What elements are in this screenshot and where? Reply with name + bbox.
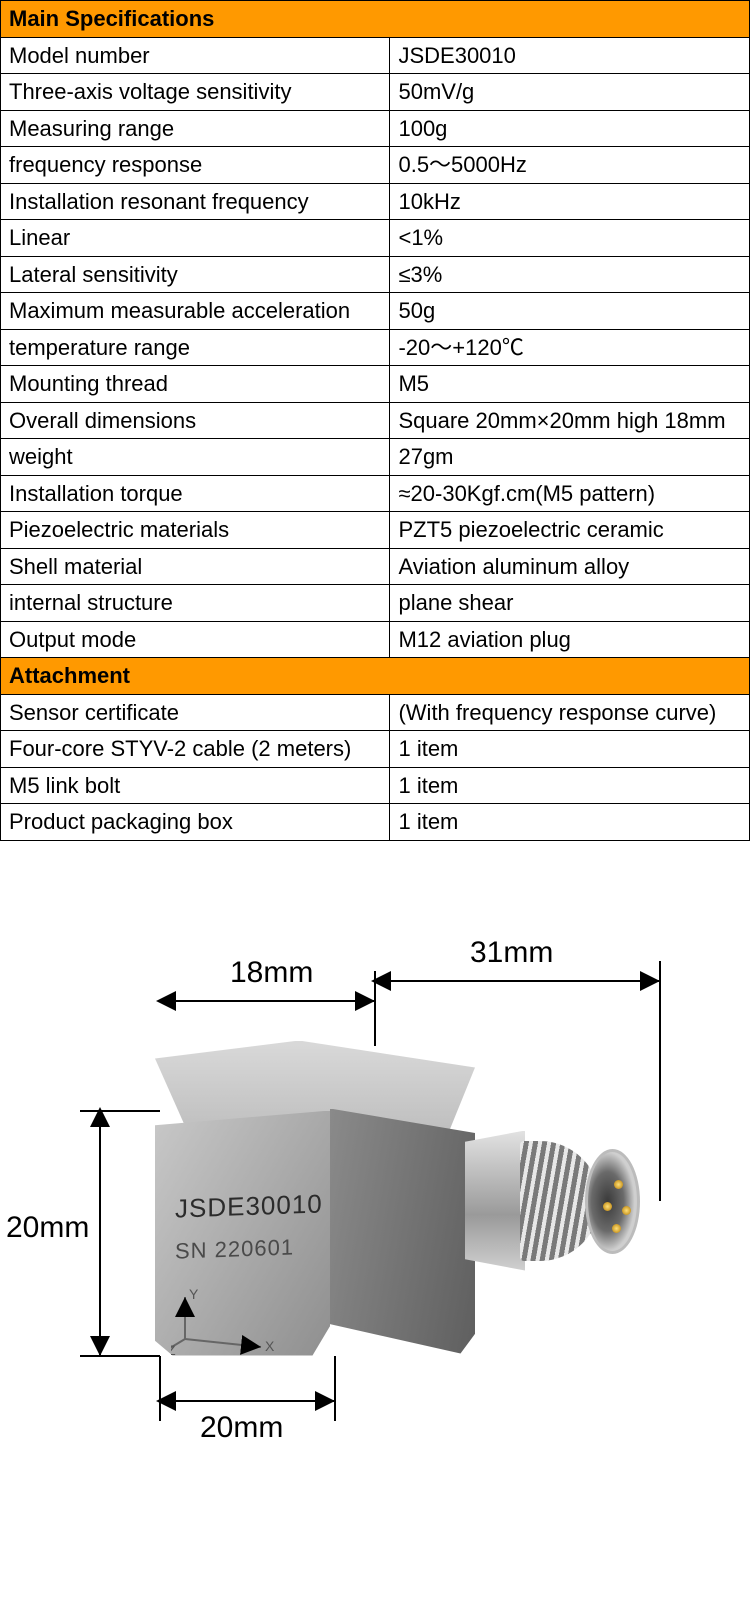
section-title: Main Specifications: [1, 1, 750, 38]
table-row: frequency response0.5～5000Hz: [1, 147, 750, 184]
spec-label: Overall dimensions: [1, 402, 390, 439]
section-title: Attachment: [1, 658, 750, 695]
svg-text:Y: Y: [189, 1289, 199, 1302]
table-row: weight27gm: [1, 439, 750, 476]
table-row: M5 link bolt1 item: [1, 767, 750, 804]
dim-left: 20mm: [6, 1211, 89, 1245]
table-row: Mounting threadM5: [1, 366, 750, 403]
spec-label: Piezoelectric materials: [1, 512, 390, 549]
spec-value: 10kHz: [390, 183, 750, 220]
sensor-engraving: JSDE30010 SN 220601: [175, 1188, 323, 1264]
spec-label: Maximum measurable acceleration: [1, 293, 390, 330]
spec-label: Output mode: [1, 621, 390, 658]
spec-value: M5: [390, 366, 750, 403]
table-row: Three-axis voltage sensitivity50mV/g: [1, 74, 750, 111]
section-header: Attachment: [1, 658, 750, 695]
axis-marker: Y X Z: [171, 1289, 291, 1349]
spec-value: JSDE30010: [390, 37, 750, 74]
engraving-model: JSDE30010: [175, 1188, 323, 1224]
table-row: Linear<1%: [1, 220, 750, 257]
spec-value: 0.5～5000Hz: [390, 147, 750, 184]
dim-top-right: 31mm: [470, 936, 553, 970]
spec-table: Main SpecificationsModel numberJSDE30010…: [0, 0, 750, 841]
spec-value: Aviation aluminum alloy: [390, 548, 750, 585]
spec-value: <1%: [390, 220, 750, 257]
spec-value: Square 20mm×20mm high 18mm: [390, 402, 750, 439]
table-row: Installation resonant frequency10kHz: [1, 183, 750, 220]
spec-label: Linear: [1, 220, 390, 257]
table-row: Overall dimensionsSquare 20mm×20mm high …: [1, 402, 750, 439]
spec-value: 1 item: [390, 767, 750, 804]
spec-value: 1 item: [390, 731, 750, 768]
engraving-serial: SN 220601: [175, 1233, 323, 1264]
spec-value: 100g: [390, 110, 750, 147]
spec-label: Measuring range: [1, 110, 390, 147]
spec-value: -20～+120℃: [390, 329, 750, 366]
spec-label: Lateral sensitivity: [1, 256, 390, 293]
table-row: temperature range-20～+120℃: [1, 329, 750, 366]
spec-label: Three-axis voltage sensitivity: [1, 74, 390, 111]
spec-label: temperature range: [1, 329, 390, 366]
spec-value: (With frequency response curve): [390, 694, 750, 731]
spec-label: weight: [1, 439, 390, 476]
table-row: Installation torque≈20-30Kgf.cm(M5 patte…: [1, 475, 750, 512]
svg-text:X: X: [265, 1338, 275, 1354]
spec-label: Installation torque: [1, 475, 390, 512]
spec-label: Mounting thread: [1, 366, 390, 403]
table-row: Piezoelectric materialsPZT5 piezoelectri…: [1, 512, 750, 549]
spec-label: Model number: [1, 37, 390, 74]
spec-value: ≈20-30Kgf.cm(M5 pattern): [390, 475, 750, 512]
m12-connector: [465, 1121, 635, 1281]
table-row: internal structureplane shear: [1, 585, 750, 622]
table-row: Model numberJSDE30010: [1, 37, 750, 74]
spec-value: M12 aviation plug: [390, 621, 750, 658]
spec-label: Shell material: [1, 548, 390, 585]
spec-value: plane shear: [390, 585, 750, 622]
spec-value: 50mV/g: [390, 74, 750, 111]
spec-value: 1 item: [390, 804, 750, 841]
sensor-body: JSDE30010 SN 220601 Y X Z: [155, 1041, 475, 1361]
spec-label: Installation resonant frequency: [1, 183, 390, 220]
spec-label: internal structure: [1, 585, 390, 622]
spec-label: Product packaging box: [1, 804, 390, 841]
spec-label: Four-core STYV-2 cable (2 meters): [1, 731, 390, 768]
table-row: Four-core STYV-2 cable (2 meters)1 item: [1, 731, 750, 768]
spec-value: ≤3%: [390, 256, 750, 293]
table-row: Output modeM12 aviation plug: [1, 621, 750, 658]
svg-text:Z: Z: [171, 1342, 176, 1358]
spec-value: 50g: [390, 293, 750, 330]
spec-label: M5 link bolt: [1, 767, 390, 804]
section-header: Main Specifications: [1, 1, 750, 38]
spec-value: 27gm: [390, 439, 750, 476]
dimension-diagram: JSDE30010 SN 220601 Y X Z 18mm 31mm 20mm: [0, 901, 750, 1621]
table-row: Maximum measurable acceleration50g: [1, 293, 750, 330]
table-row: Measuring range100g: [1, 110, 750, 147]
table-row: Shell materialAviation aluminum alloy: [1, 548, 750, 585]
spec-label: frequency response: [1, 147, 390, 184]
spec-value: PZT5 piezoelectric ceramic: [390, 512, 750, 549]
spec-label: Sensor certificate: [1, 694, 390, 731]
dim-top-left: 18mm: [230, 956, 313, 990]
table-row: Product packaging box1 item: [1, 804, 750, 841]
table-row: Sensor certificate(With frequency respon…: [1, 694, 750, 731]
dim-bottom: 20mm: [200, 1411, 283, 1445]
table-row: Lateral sensitivity≤3%: [1, 256, 750, 293]
